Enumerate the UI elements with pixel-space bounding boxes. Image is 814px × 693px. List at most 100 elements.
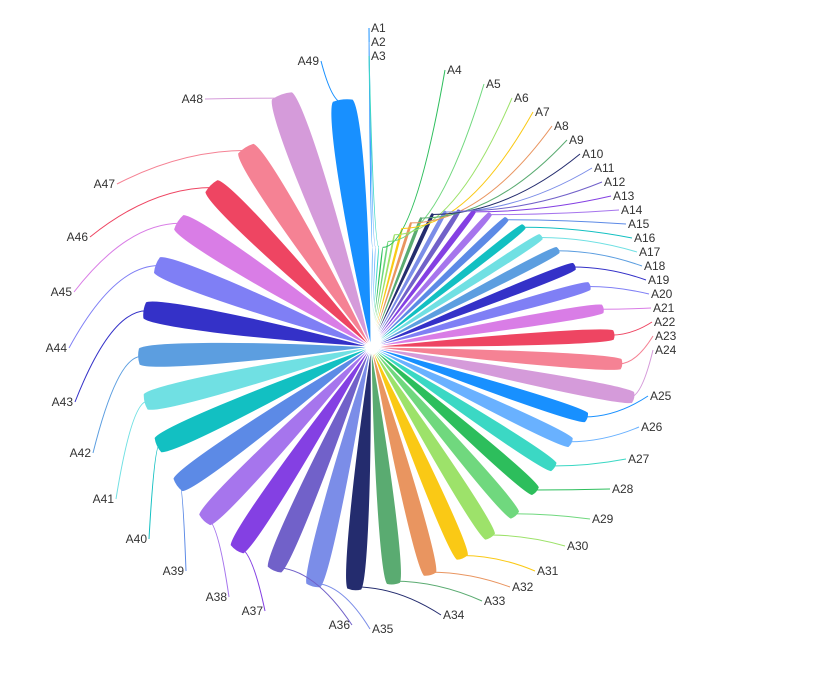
petal-a49[interactable] (330, 98, 372, 348)
petal-a21[interactable] (370, 303, 605, 348)
petal-a14[interactable] (370, 211, 493, 348)
petal-a10[interactable] (370, 212, 435, 348)
petal-a46[interactable] (204, 179, 372, 348)
petal-a15[interactable] (370, 215, 510, 348)
label-a34: A34 (443, 608, 465, 622)
petal-a47[interactable] (237, 142, 372, 348)
petal-a23[interactable] (370, 346, 624, 371)
label-a36: A36 (329, 618, 351, 632)
label-a22: A22 (654, 315, 676, 329)
leader-line-a20 (587, 286, 650, 295)
labels-layer: A1A2A3A4A5A6A7A8A9A10A11A12A13A14A15A16A… (46, 21, 677, 636)
petal-a39[interactable] (172, 346, 372, 493)
label-a44: A44 (46, 341, 68, 355)
label-a16: A16 (634, 231, 656, 245)
leader-line-a32 (429, 571, 511, 588)
petal-a12[interactable] (370, 208, 462, 348)
leader-line-a31 (461, 555, 536, 572)
leader-line-a4 (382, 69, 446, 248)
leader-line-a45 (73, 222, 181, 293)
label-a42: A42 (70, 446, 92, 460)
label-a48: A48 (182, 92, 204, 106)
label-a5: A5 (486, 77, 501, 91)
leader-line-a19 (572, 266, 647, 281)
petal-a24[interactable] (370, 346, 636, 405)
leader-line-a12 (458, 181, 603, 212)
label-a12: A12 (604, 175, 626, 189)
leader-line-a44 (68, 265, 159, 349)
petal-a11[interactable] (370, 209, 448, 348)
petal-a44[interactable] (152, 256, 372, 348)
petal-a40[interactable] (153, 346, 372, 454)
leader-line-a43 (74, 310, 147, 403)
petal-a25[interactable] (370, 346, 590, 424)
leader-line-a38 (206, 517, 230, 598)
leader-line-a28 (534, 488, 611, 491)
leader-line-a11 (445, 167, 593, 213)
petal-a29[interactable] (370, 346, 521, 520)
label-a19: A19 (648, 273, 670, 287)
petal-a35[interactable] (305, 346, 372, 589)
label-a29: A29 (592, 512, 614, 526)
label-a17: A17 (639, 245, 661, 259)
label-a27: A27 (628, 452, 650, 466)
leader-line-a35 (313, 582, 371, 630)
label-a35: A35 (372, 622, 394, 636)
petal-a27[interactable] (370, 346, 558, 473)
leader-line-a48 (204, 97, 283, 100)
label-a24: A24 (655, 343, 677, 357)
label-a14: A14 (621, 203, 643, 217)
petal-a38[interactable] (198, 346, 372, 527)
leader-line-a14 (489, 209, 620, 216)
leader-line-a42 (92, 355, 142, 454)
label-a23: A23 (655, 329, 677, 343)
petal-a19[interactable] (370, 261, 577, 348)
leader-line-a21 (600, 307, 652, 310)
label-a25: A25 (650, 389, 672, 403)
leader-line-a33 (393, 580, 483, 602)
petal-a30[interactable] (370, 346, 497, 541)
leader-line-a36 (275, 567, 353, 626)
leader-line-a8 (410, 125, 553, 224)
petal-a6[interactable] (370, 233, 396, 348)
petal-a48[interactable] (270, 91, 372, 348)
label-a2: A2 (371, 35, 386, 49)
petal-a31[interactable] (370, 346, 469, 561)
label-a6: A6 (514, 91, 529, 105)
leader-line-a13 (473, 195, 612, 213)
label-a33: A33 (484, 594, 506, 608)
petal-a18[interactable] (370, 245, 561, 348)
petal-a17[interactable] (370, 233, 544, 348)
label-a41: A41 (93, 492, 115, 506)
petal-a20[interactable] (370, 281, 592, 348)
leader-lines-layer (68, 27, 654, 630)
petal-a45[interactable] (173, 214, 372, 348)
petal-a8[interactable] (370, 221, 413, 348)
leader-line-a6 (394, 97, 513, 236)
label-a11: A11 (594, 161, 615, 175)
label-a30: A30 (567, 539, 589, 553)
leader-line-a23 (618, 335, 654, 365)
petal-a28[interactable] (370, 346, 540, 497)
label-a43: A43 (52, 395, 74, 409)
label-a39: A39 (163, 564, 185, 578)
petal-a7[interactable] (370, 226, 404, 348)
petal-a9[interactable] (370, 216, 424, 348)
petal-a36[interactable] (266, 346, 372, 574)
leader-line-a34 (354, 586, 442, 616)
label-a3: A3 (371, 49, 386, 63)
petal-a43[interactable] (142, 300, 372, 348)
label-a26: A26 (641, 420, 663, 434)
petals-layer (137, 91, 636, 592)
label-a4: A4 (447, 63, 462, 77)
petal-a33[interactable] (370, 346, 402, 586)
petal-a37[interactable] (229, 346, 372, 555)
label-a28: A28 (612, 482, 634, 496)
label-a38: A38 (206, 590, 228, 604)
petal-a16[interactable] (370, 223, 527, 348)
petal-a32[interactable] (370, 346, 438, 577)
petal-a34[interactable] (345, 346, 372, 592)
leader-line-a46 (89, 186, 213, 238)
leader-line-a49 (320, 60, 344, 104)
petal-a26[interactable] (370, 346, 574, 449)
